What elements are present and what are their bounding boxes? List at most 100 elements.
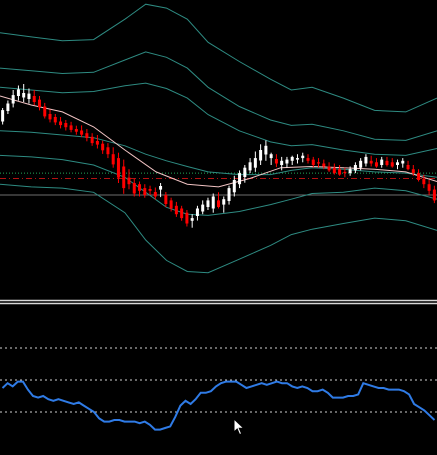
candle-body [322,163,326,167]
candle [374,158,378,168]
candle [111,147,115,168]
candle [243,165,247,183]
candle-body [195,208,199,216]
envelope-band-line [0,154,437,216]
candle-body [338,169,342,175]
moving-average-line [0,95,437,188]
candle [174,201,178,217]
candle-body [222,199,226,205]
candle-body [374,162,378,167]
candle-body [132,183,136,194]
candle [385,156,389,167]
candle [285,156,289,168]
candle [1,108,5,125]
candle [417,169,421,182]
candle [80,125,84,138]
candle [322,159,326,170]
candle-body [106,147,110,155]
candle-body [227,188,231,201]
panel-dividers[interactable] [0,299,437,305]
candle [222,196,226,213]
candle [364,154,368,167]
envelope-band-line [0,183,437,274]
candle-body [180,208,184,219]
candle-body [206,200,210,207]
candle [211,193,215,213]
candle [43,102,47,119]
candle [406,160,410,171]
candle-body [359,160,363,168]
candle [248,158,252,174]
candle-body [422,178,426,185]
candle [232,175,236,197]
candle-body [317,162,321,164]
candle-body [116,158,120,178]
candle [201,200,205,215]
candle [280,156,284,171]
candle [259,144,263,165]
candle-body [59,121,63,126]
candle-body [280,160,284,165]
candle [143,184,147,198]
candle-body [259,150,263,161]
candle-body [264,145,268,155]
candle [422,174,426,189]
candle [327,162,331,172]
candle [390,158,394,168]
candle [401,158,405,168]
candle [64,120,68,131]
candle-body [11,95,15,104]
candle-body [285,159,289,164]
candle-body [290,156,294,161]
candle-body [385,160,389,165]
candle-body [253,158,257,168]
oscillator-line [1,380,436,431]
candle [138,181,142,197]
candle-body [85,133,89,138]
envelope-band-line [0,82,437,156]
candle [353,162,357,174]
candle-body [353,165,357,171]
mouse-pointer-icon [233,418,245,436]
candle-body [143,188,147,195]
candle [227,185,231,205]
candle [169,197,173,212]
candle-body [111,154,115,165]
candle-body [201,204,205,212]
candle [432,185,436,204]
candle [101,140,105,154]
candle [427,180,431,195]
candle-body [417,173,421,180]
candle [95,135,99,149]
candle-body [174,205,178,215]
candle [27,88,31,104]
candle [411,165,415,176]
envelope-band-line [0,51,437,141]
candle [22,84,26,102]
candle [153,187,157,200]
envelope-bands [0,3,437,274]
price-panel [0,3,437,274]
candle-body [274,159,278,164]
candle-body [148,189,152,191]
candle [164,192,168,207]
candle [37,96,41,111]
candle [311,156,315,168]
candle-body [217,200,220,207]
candle [274,154,278,168]
candle-body [269,154,273,159]
candle [290,155,294,165]
candle [396,159,400,170]
candle-body [248,162,252,171]
candle-body [380,159,384,165]
candle [32,90,36,105]
candle-body [364,156,368,164]
candle [238,170,242,189]
candle-body [69,125,73,130]
candle [106,143,110,159]
candle [59,117,63,129]
candle [217,192,220,209]
candle-body [348,169,352,174]
candle [90,133,94,146]
